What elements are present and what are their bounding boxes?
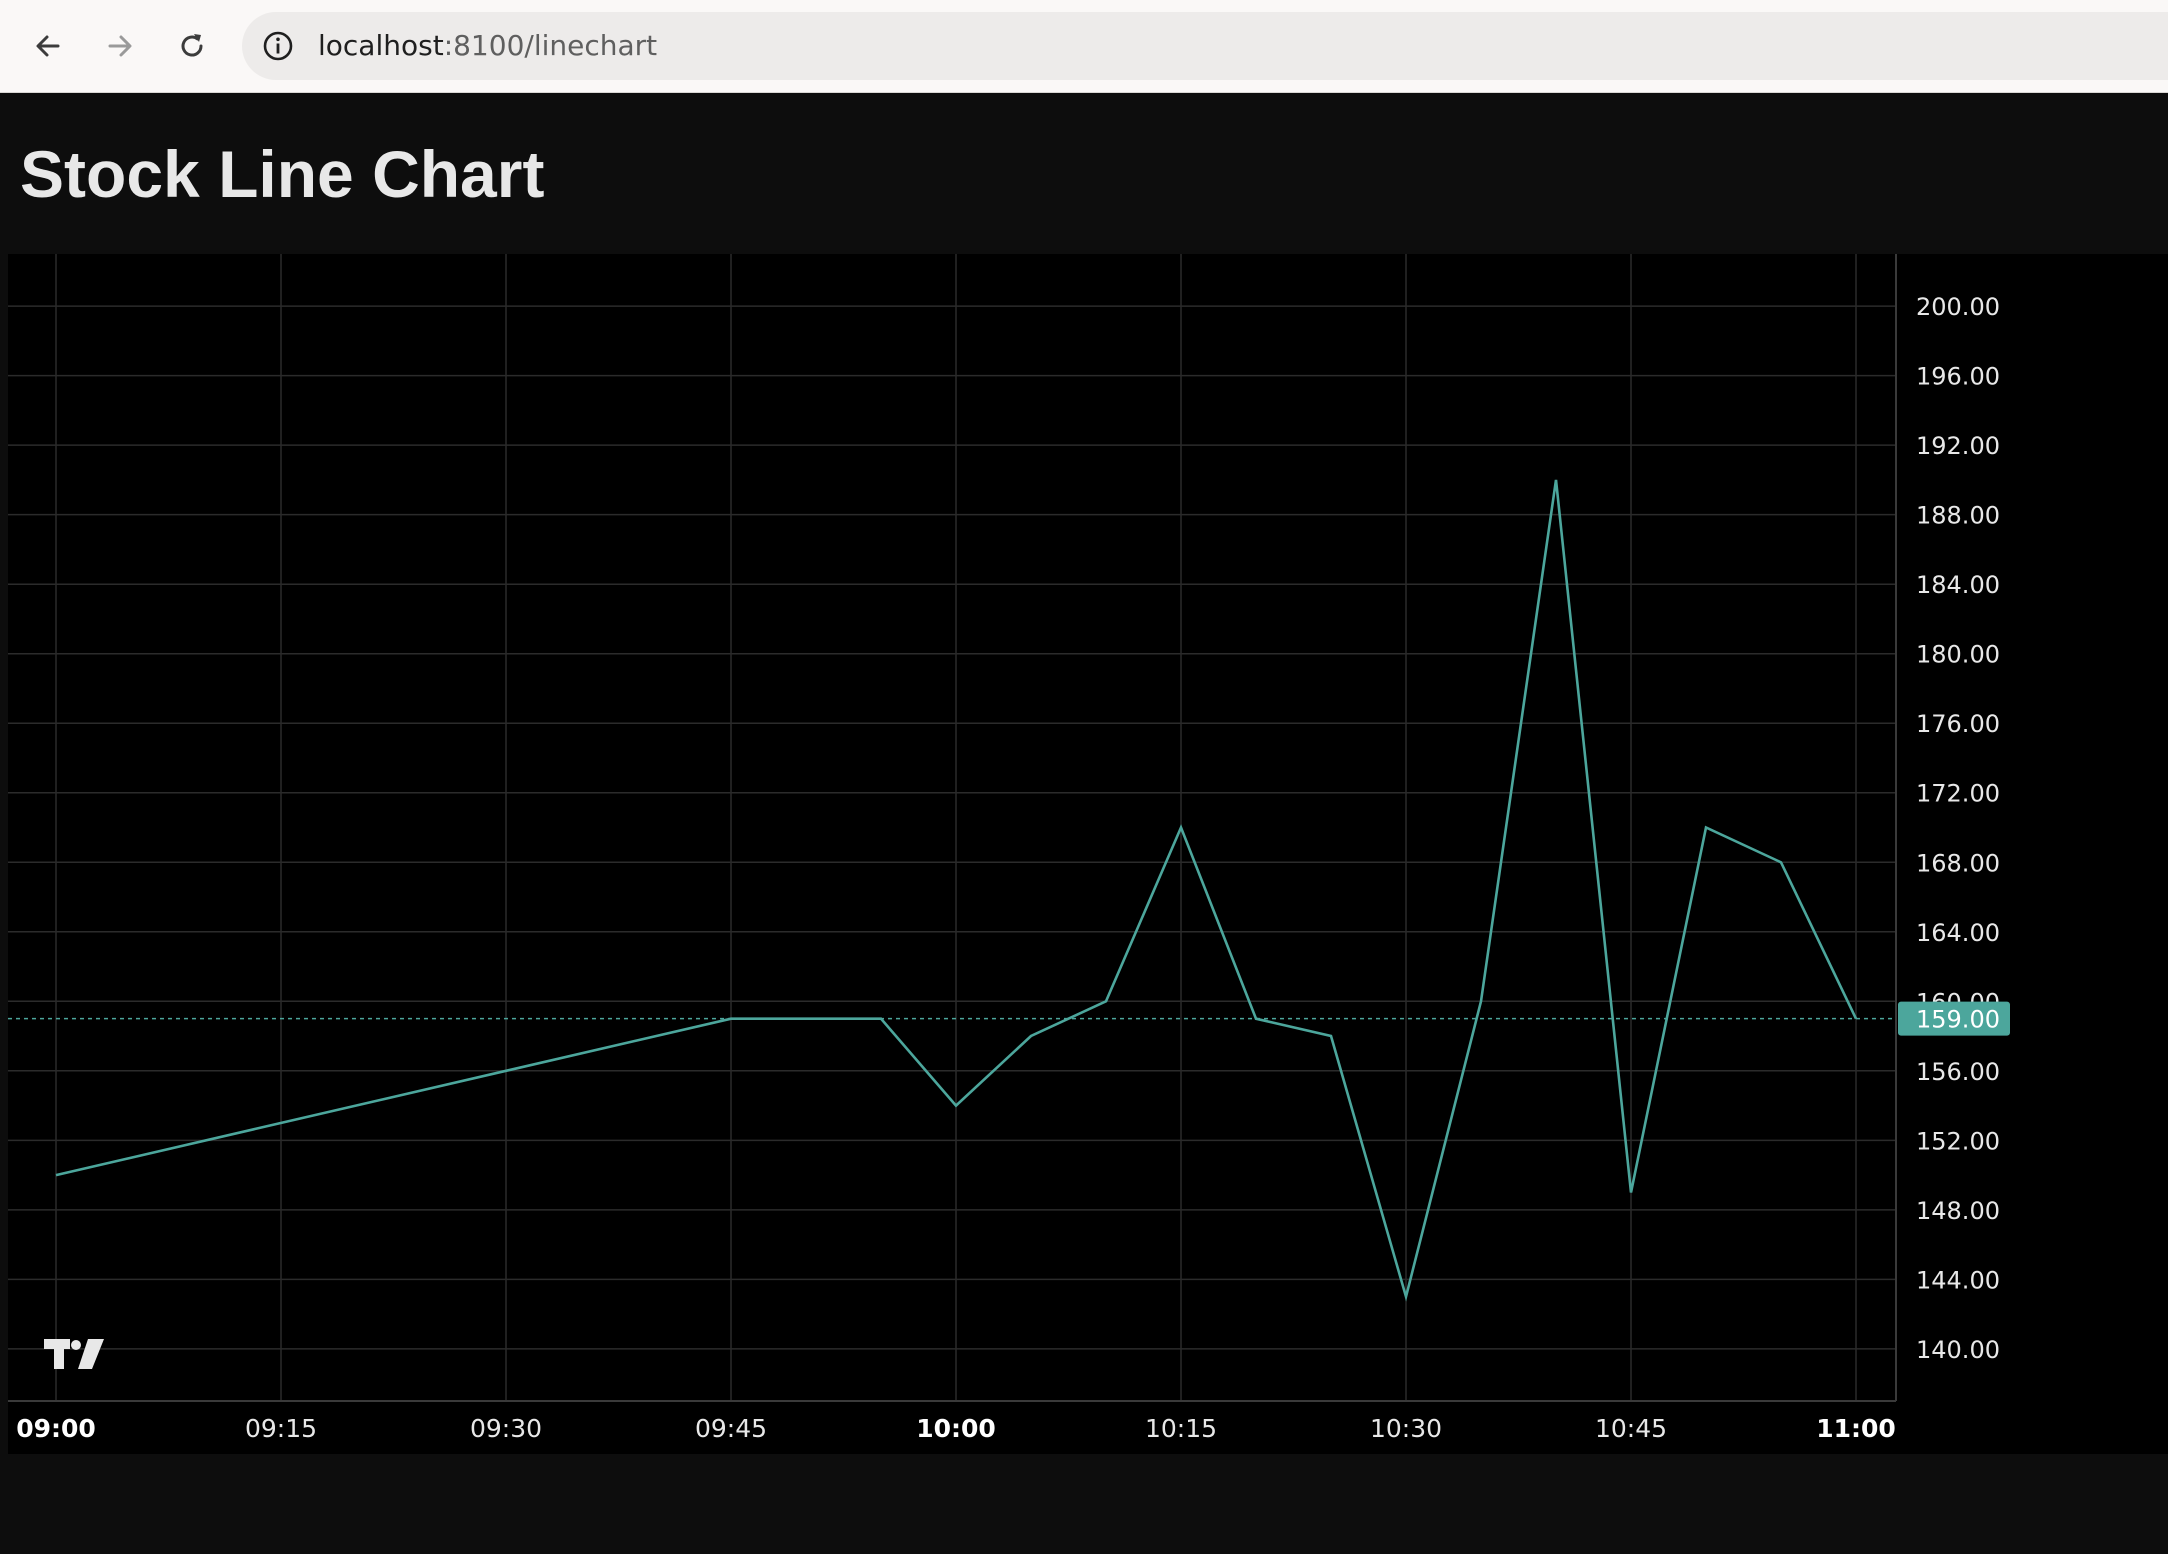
y-tick-label: 144.00: [1916, 1266, 2000, 1294]
url-host: localhost: [318, 29, 444, 62]
y-tick-label: 140.00: [1916, 1336, 2000, 1364]
browser-toolbar: localhost:8100/linechart: [0, 0, 2168, 93]
y-tick-label: 168.00: [1916, 849, 2000, 877]
tradingview-logo-icon[interactable]: [44, 1339, 104, 1369]
reload-icon: [181, 34, 203, 57]
back-arrow-icon: [36, 35, 60, 57]
x-tick-label: 09:15: [245, 1414, 317, 1443]
y-tick-label: 172.00: [1916, 780, 2000, 808]
y-tick-label: 188.00: [1916, 502, 2000, 530]
y-tick-label: 196.00: [1916, 363, 2000, 391]
x-tick-label: 10:00: [916, 1414, 996, 1443]
y-tick-label: 184.00: [1916, 571, 2000, 599]
back-button[interactable]: [22, 22, 74, 70]
y-tick-label: 200.00: [1916, 293, 2000, 321]
y-tick-label: 192.00: [1916, 432, 2000, 460]
y-tick-label: 156.00: [1916, 1058, 2000, 1086]
y-tick-label: 180.00: [1916, 641, 2000, 669]
forward-arrow-icon: [108, 35, 132, 57]
x-tick-label: 11:00: [1816, 1414, 1896, 1443]
x-tick-label: 10:30: [1370, 1414, 1442, 1443]
x-tick-label: 09:30: [470, 1414, 542, 1443]
x-tick-label: 09:45: [695, 1414, 767, 1443]
page-title: Stock Line Chart: [20, 137, 545, 211]
y-tick-label: 164.00: [1916, 919, 2000, 947]
series-line: [55, 479, 1858, 1302]
address-bar[interactable]: localhost:8100/linechart: [242, 12, 2168, 80]
y-tick-label: 176.00: [1916, 710, 2000, 738]
chart-container[interactable]: 140.00144.00148.00152.00156.00160.00164.…: [8, 254, 2168, 1454]
x-tick-label: 10:45: [1595, 1414, 1667, 1443]
url-text[interactable]: localhost:8100/linechart: [318, 12, 657, 80]
reload-button[interactable]: [166, 22, 218, 70]
last-price-badge: [1898, 1001, 2010, 1036]
line-chart[interactable]: 140.00144.00148.00152.00156.00160.00164.…: [8, 254, 2168, 1454]
y-tick-label: 152.00: [1916, 1127, 2000, 1155]
last-price-label: 159.00: [1916, 1006, 2000, 1034]
x-tick-label: 09:00: [16, 1414, 96, 1443]
y-tick-label: 148.00: [1916, 1197, 2000, 1225]
x-tick-label: 10:15: [1145, 1414, 1217, 1443]
url-path: :8100/linechart: [443, 29, 658, 62]
info-icon[interactable]: [260, 28, 296, 64]
forward-button[interactable]: [94, 22, 146, 70]
